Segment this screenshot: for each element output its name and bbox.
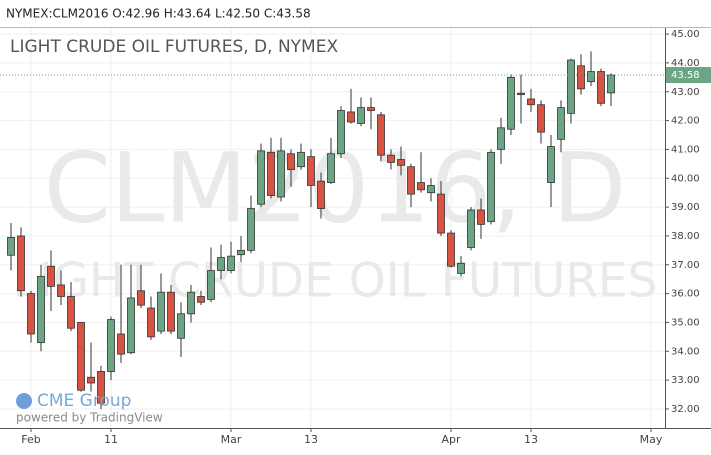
plot bbox=[7, 51, 615, 409]
candle-body bbox=[277, 150, 285, 198]
candle-body bbox=[57, 284, 65, 297]
y-tick-label: 37.00 bbox=[671, 260, 700, 271]
y-tick-label: 42.00 bbox=[671, 116, 700, 127]
x-tick-label: Feb bbox=[21, 433, 40, 446]
y-tick-label: 35.00 bbox=[671, 317, 700, 328]
candle-body bbox=[387, 154, 395, 163]
y-tick-label: 34.00 bbox=[671, 346, 700, 357]
y-tick-label: 32.00 bbox=[671, 404, 700, 415]
candle-body bbox=[417, 182, 425, 191]
candle-body bbox=[117, 333, 125, 355]
x-tick-label: 11 bbox=[104, 433, 118, 446]
candle-body bbox=[547, 146, 555, 183]
candle-body bbox=[597, 71, 605, 104]
candle-body bbox=[497, 127, 505, 150]
candle-body bbox=[527, 98, 535, 106]
candle-body bbox=[137, 290, 145, 306]
candle-body bbox=[347, 111, 355, 123]
x-tick-label: Apr bbox=[441, 433, 461, 446]
candle-body bbox=[437, 193, 445, 234]
x-tick-label: May bbox=[640, 433, 663, 446]
candle-body bbox=[587, 71, 595, 83]
y-tick-label: 40.00 bbox=[671, 173, 700, 184]
candle-body bbox=[537, 104, 545, 133]
candle-body bbox=[427, 185, 435, 194]
symbol-header: NYMEX:CLM2016 O:42.96 H:43.64 L:42.50 C:… bbox=[6, 7, 311, 21]
candle-body bbox=[67, 296, 75, 329]
y-tick-label: 39.00 bbox=[671, 202, 700, 213]
candle-body bbox=[147, 307, 155, 338]
candle-body bbox=[207, 270, 215, 300]
last-price-label: 43.58 bbox=[671, 70, 700, 81]
candle-body bbox=[87, 376, 95, 384]
candle-body bbox=[127, 297, 135, 354]
watermark-group: CLM2016, D LIGHT CRUDE OIL FUTURES bbox=[13, 132, 658, 308]
watermark-name: LIGHT CRUDE OIL FUTURES bbox=[13, 254, 658, 309]
y-tick-label: 36.00 bbox=[671, 289, 700, 300]
candle-body bbox=[407, 166, 415, 195]
candle-body bbox=[107, 319, 115, 372]
candle-body bbox=[327, 153, 335, 183]
candle-body bbox=[167, 291, 175, 332]
candle-body bbox=[477, 209, 485, 225]
candle-body bbox=[97, 371, 105, 404]
candle-body bbox=[217, 257, 225, 271]
candle-body bbox=[187, 291, 195, 315]
candle-body bbox=[17, 235, 25, 292]
candle-body bbox=[557, 107, 565, 140]
candle-body bbox=[267, 151, 275, 196]
logo: CME Group powered by TradingView bbox=[16, 391, 163, 425]
candle-body bbox=[27, 293, 35, 335]
y-tick-label: 45.00 bbox=[671, 29, 700, 40]
candle-body bbox=[197, 296, 205, 303]
candle-body bbox=[307, 156, 315, 186]
candle-body bbox=[487, 151, 495, 222]
candle-body bbox=[177, 313, 185, 339]
y-tick-label: 44.00 bbox=[671, 58, 700, 69]
x-tick-label: Mar bbox=[221, 433, 242, 446]
candle-body bbox=[577, 65, 585, 90]
y-tick-label: 41.00 bbox=[671, 144, 700, 155]
candle-body bbox=[287, 153, 295, 171]
candle-body bbox=[567, 59, 575, 114]
candle-body bbox=[257, 150, 265, 205]
candle-body bbox=[367, 107, 375, 111]
y-tick-label: 38.00 bbox=[671, 231, 700, 242]
logo-globe bbox=[16, 393, 32, 409]
x-tick-label: 13 bbox=[304, 433, 318, 446]
y-tick-label: 33.00 bbox=[671, 375, 700, 386]
candle-body bbox=[357, 107, 365, 124]
candle-body bbox=[7, 236, 15, 256]
candle-body bbox=[607, 74, 615, 94]
candle-body bbox=[517, 92, 525, 96]
candle-body bbox=[397, 159, 405, 166]
x-tick-label: 13 bbox=[524, 433, 538, 446]
candle-body bbox=[297, 151, 305, 168]
last-price-box bbox=[666, 67, 711, 84]
candle-body bbox=[37, 275, 45, 344]
logo-text: CME Group bbox=[37, 391, 131, 411]
candle-body bbox=[227, 255, 235, 271]
candle-body bbox=[47, 265, 55, 287]
candle-body bbox=[237, 249, 245, 256]
chart-title: LIGHT CRUDE OIL FUTURES, D, NYMEX bbox=[10, 37, 338, 57]
candle-body bbox=[247, 208, 255, 251]
candle-body bbox=[337, 110, 345, 155]
candle-body bbox=[317, 180, 325, 209]
candle-body bbox=[157, 291, 165, 332]
credit: powered by TradingView bbox=[16, 411, 163, 425]
watermark-symbol: CLM2016, D bbox=[44, 132, 627, 244]
candle-body bbox=[77, 322, 85, 391]
candle-body bbox=[467, 209, 475, 248]
candle-body bbox=[457, 262, 465, 274]
candle-body bbox=[507, 76, 515, 130]
candle-body bbox=[447, 232, 455, 267]
candle-body bbox=[377, 114, 385, 156]
y-tick-label: 43.00 bbox=[671, 87, 700, 98]
